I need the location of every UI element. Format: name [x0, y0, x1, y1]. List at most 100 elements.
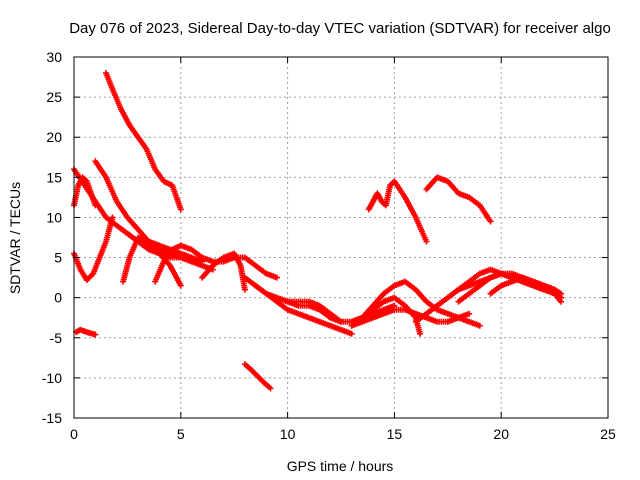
data-point [273, 274, 280, 281]
data-point-interp [127, 123, 140, 139]
data-point [476, 322, 483, 329]
data-point-interp [161, 248, 175, 263]
data-point-interp [446, 179, 461, 195]
data-point-interp [262, 381, 272, 390]
x-tick-label: 10 [280, 426, 296, 442]
data-point-interp [153, 260, 166, 283]
series-arc-16 [359, 278, 483, 329]
data-point [423, 238, 430, 245]
data-point-interp [446, 287, 460, 300]
data-point-interp [200, 264, 215, 280]
data-point-interp [552, 288, 563, 300]
data-point-interp [237, 264, 248, 291]
data-point-interp [467, 283, 482, 296]
data-point-interp [424, 175, 439, 191]
data-point-interp [249, 368, 260, 379]
y-tick-label: 5 [54, 250, 62, 266]
data-point-interp [93, 160, 108, 179]
data-point-interp [79, 327, 89, 335]
data-point-interp [136, 135, 149, 151]
data-point-interp [114, 200, 130, 219]
data-point-interp [110, 88, 124, 111]
data-point-interp [125, 231, 140, 244]
data-point [177, 206, 184, 213]
data-point-interp [136, 239, 151, 252]
data-point-interp [232, 252, 243, 267]
data-point-interp [457, 291, 471, 304]
series-arc-17 [365, 178, 430, 245]
data-point-interp [467, 195, 482, 208]
y-tick-label: -5 [50, 330, 63, 346]
data-point-interp [153, 168, 166, 183]
data-point-interp [489, 283, 503, 296]
data-point-interp [243, 255, 258, 268]
grid-lines [74, 57, 608, 418]
data-point-interp [388, 179, 396, 188]
data-point-interp [254, 283, 268, 296]
y-tick-label: 0 [54, 290, 62, 306]
data-point-interp [103, 72, 115, 91]
data-point-interp [318, 307, 332, 320]
data-point [241, 286, 248, 293]
data-point-interp [115, 223, 129, 236]
data-point-interp [169, 184, 184, 211]
data-point-interp [380, 199, 388, 208]
data-point [177, 282, 184, 289]
data-point-interp [144, 148, 158, 171]
series-arc-8 [124, 230, 216, 273]
data-point [487, 218, 494, 225]
data-point-interp [552, 292, 563, 304]
data-point-interp [243, 275, 258, 288]
data-point-interp [403, 196, 418, 219]
data-point-interp [72, 168, 87, 187]
data-point-interp [392, 180, 407, 199]
data-point-interp [414, 288, 429, 304]
data-point-interp [478, 275, 492, 288]
y-tick-label: 15 [46, 169, 62, 185]
series-arc-1 [103, 70, 184, 213]
x-axis-label: GPS time / hours [287, 458, 394, 474]
series-arc-6 [71, 214, 116, 284]
data-point [558, 294, 565, 301]
x-tick-label: 5 [177, 426, 185, 442]
data-point-interp [118, 107, 132, 127]
data-point [109, 214, 116, 221]
data-point [417, 330, 424, 337]
data-point-interp [170, 243, 183, 252]
data-point-interp [360, 304, 375, 320]
y-tick-label: 10 [46, 209, 62, 225]
y-tick-label: 30 [46, 49, 62, 65]
data-point-interp [103, 176, 119, 203]
series-arc-22 [487, 274, 565, 301]
data-point-interp [371, 292, 386, 308]
data-point-interp [103, 216, 115, 243]
data-point-interp [382, 283, 396, 296]
data-point-interp [424, 303, 439, 316]
plot-frame [73, 56, 609, 419]
data-point-interp [403, 279, 418, 292]
data-point-interp [414, 311, 428, 324]
data-point-interp [275, 299, 290, 312]
data-point-interp [413, 216, 429, 243]
data-point-interp [85, 271, 95, 282]
data-point-interp [82, 184, 98, 203]
y-tick-label: 20 [46, 129, 62, 145]
data-points [71, 70, 565, 392]
data-point-interp [392, 295, 407, 308]
data-point-interp [457, 279, 471, 292]
data-point-interp [254, 263, 268, 276]
data-point-interp [318, 303, 332, 316]
data-point-interp [80, 175, 89, 184]
data-point-interp [478, 204, 493, 223]
data-point-interp [125, 215, 140, 231]
data-point-interp [243, 362, 253, 372]
x-tick-label: 20 [493, 426, 509, 442]
data-point-interp [74, 327, 82, 335]
series-arc-23 [241, 361, 274, 392]
chart-title: Day 076 of 2023, Sidereal Day-to-day VTE… [69, 20, 611, 37]
data-point-interp [467, 271, 482, 284]
data-point-interp [120, 256, 133, 283]
data-point-interp [371, 299, 386, 312]
